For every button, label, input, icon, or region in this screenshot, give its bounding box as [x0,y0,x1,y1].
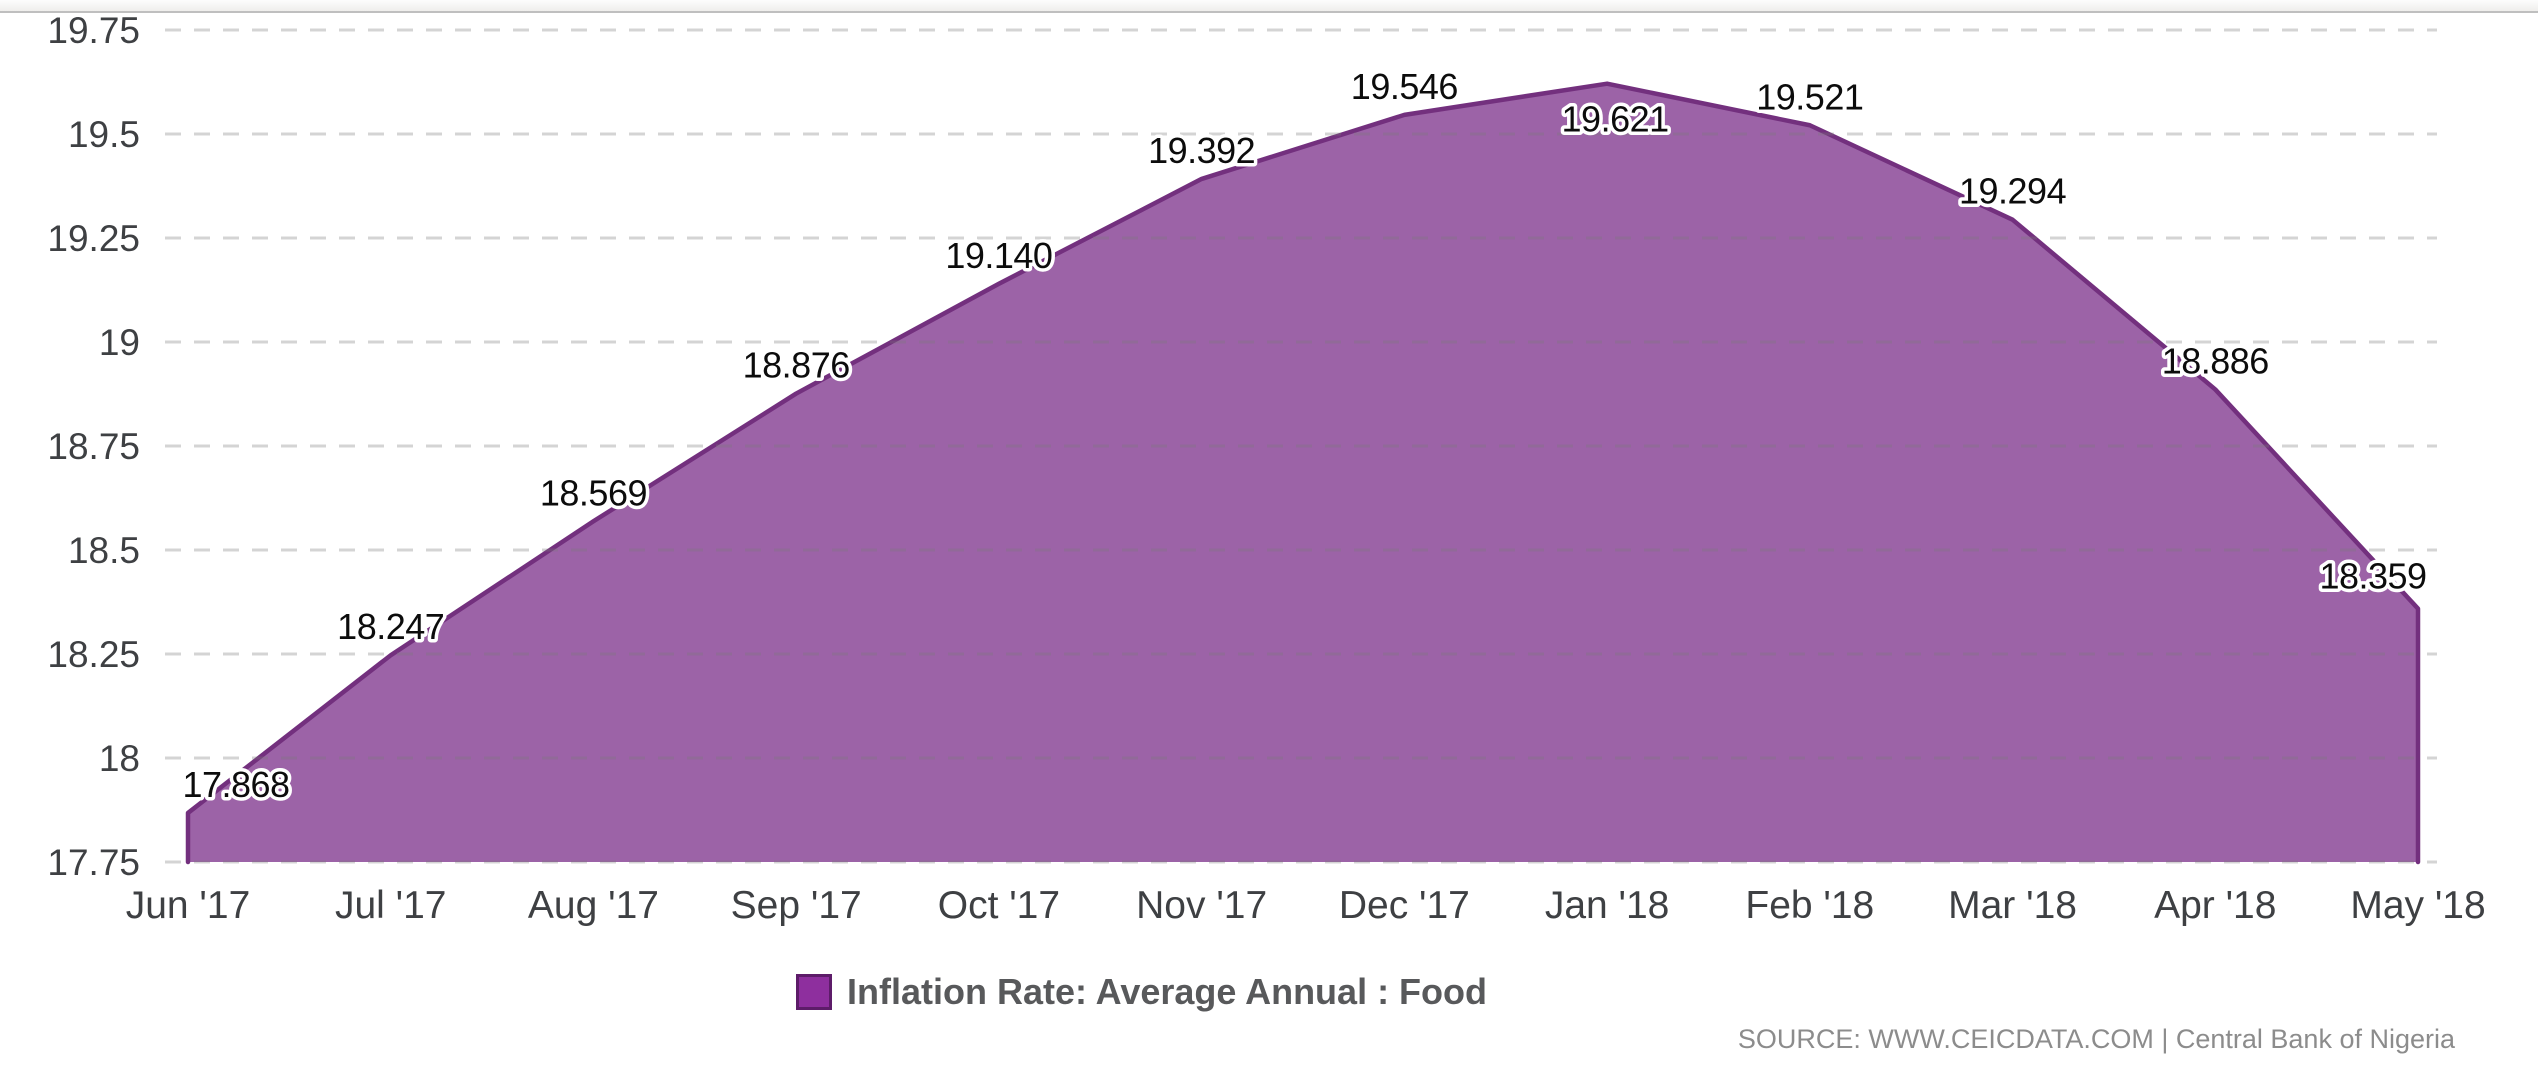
svg-text:Nov '17: Nov '17 [1136,884,1267,927]
svg-text:18.359: 18.359 [2319,556,2426,597]
svg-text:19.521: 19.521 [1756,76,1863,117]
svg-text:Jan '18: Jan '18 [1545,884,1670,927]
data-point-labels: 17.868 18.247 18.569 18.876 19.140 19.392 19.5… [179,62,2431,808]
svg-text:Apr '18: Apr '18 [2154,884,2276,927]
svg-text:19.294: 19.294 [1959,171,2066,212]
svg-text:18.247: 18.247 [337,606,444,647]
svg-text:Mar '18: Mar '18 [1948,884,2077,927]
svg-text:19.621: 19.621 [1562,99,1669,140]
svg-text:19: 19 [99,322,140,363]
svg-text:May '18: May '18 [2350,884,2485,927]
source-attribution: SOURCE: WWW.CEICDATA.COM | Central Bank … [1737,1024,2455,1054]
svg-text:19.392: 19.392 [1148,130,1255,171]
svg-text:18.886: 18.886 [2162,340,2269,381]
legend: Inflation Rate: Average Annual : Food [796,971,1487,1013]
svg-text:19.546: 19.546 [1351,66,1458,107]
window-chrome-edge [0,0,2538,13]
legend-swatch-icon [796,974,832,1010]
svg-text:19.5: 19.5 [68,114,140,155]
svg-text:Sep '17: Sep '17 [731,884,862,927]
svg-text:18.25: 18.25 [47,634,140,675]
y-axis-tick-labels: 19.75 19.5 19.25 19 18.75 18.5 18.25 18 17.75 [47,10,140,883]
svg-text:18: 18 [99,738,140,779]
svg-text:Aug '17: Aug '17 [528,884,659,927]
svg-text:17.75: 17.75 [47,842,140,883]
svg-text:19.140: 19.140 [945,235,1052,276]
svg-text:Jun '17: Jun '17 [126,884,251,927]
svg-text:Feb '18: Feb '18 [1745,884,1874,927]
svg-text:17.868: 17.868 [182,764,289,805]
svg-text:Oct '17: Oct '17 [938,884,1060,927]
x-axis-tick-labels: Jun '17 Jul '17 Aug '17 Sep '17 Oct '17 Nov '… [126,884,2486,927]
legend-series-label: Inflation Rate: Average Annual : Food [847,971,1488,1012]
svg-text:18.5: 18.5 [68,530,140,571]
svg-text:Dec '17: Dec '17 [1339,884,1470,927]
svg-text:19.75: 19.75 [47,10,140,51]
chart-svg: 19.75 19.5 19.25 19 18.75 18.5 18.25 18 17.75 Ju… [47,10,2486,927]
svg-text:18.569: 18.569 [540,472,647,513]
svg-text:18.876: 18.876 [743,345,850,386]
svg-text:Jul '17: Jul '17 [335,884,447,927]
svg-text:19.25: 19.25 [47,218,140,259]
chart-gridlines [165,28,2437,864]
chart-area-series [185,81,2421,865]
svg-text:18.75: 18.75 [47,426,140,467]
